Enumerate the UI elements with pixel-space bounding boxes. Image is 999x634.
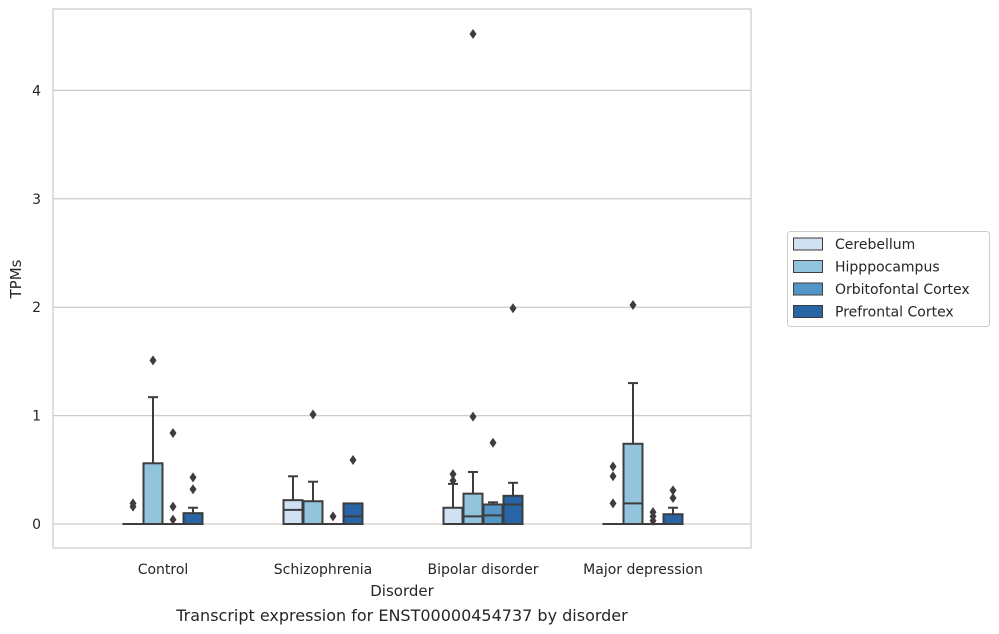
box-cerebellum	[602, 461, 624, 526]
box-body	[482, 503, 504, 526]
box-hipppocampus	[302, 409, 324, 525]
outlier-point	[489, 437, 497, 448]
box-orbitofontal-cortex	[162, 427, 184, 526]
outlier-point	[469, 411, 477, 422]
box-prefrontal-cortex	[182, 472, 204, 525]
box-prefrontal-cortex	[662, 485, 684, 526]
outlier-point	[189, 484, 197, 495]
outlier-point	[309, 409, 317, 420]
outlier-point	[149, 355, 157, 366]
outlier-point	[509, 303, 517, 314]
outlier-point	[189, 472, 197, 483]
figure-caption: Transcript expression for ENST0000045473…	[176, 606, 628, 625]
y-tick-label: 3	[32, 192, 41, 208]
legend-label: Prefrontal Cortex	[835, 305, 954, 321]
box-prefrontal-cortex	[342, 455, 364, 525]
y-tick-labels: 0 1 2 3 4	[32, 83, 41, 533]
box-orbitofontal-cortex	[482, 437, 504, 526]
x-tick-label: Control	[138, 562, 189, 578]
box-body	[442, 506, 464, 525]
legend-frame	[787, 231, 990, 327]
box-body	[462, 492, 484, 526]
legend-label: Hipppocampus	[835, 260, 940, 276]
box-cerebellum	[442, 469, 464, 525]
outlier-point	[609, 471, 617, 482]
legend-label: Orbitofontal Cortex	[835, 282, 970, 298]
box-body	[662, 513, 684, 526]
box-layer	[122, 29, 684, 526]
box-body	[342, 502, 364, 525]
legend: Cerebellum Hipppocampus Orbitofontal Corte…	[787, 231, 990, 327]
box-body	[622, 442, 644, 525]
plot-area-border	[52, 8, 752, 549]
outlier-point	[669, 492, 677, 503]
box-body	[182, 512, 204, 525]
legend-label: Cerebellum	[835, 237, 915, 253]
legend-swatch	[793, 282, 823, 296]
box-hipppocampus	[142, 355, 164, 525]
y-axis-label: TPMs	[7, 259, 25, 299]
y-tick-label: 1	[32, 409, 41, 425]
legend-swatch	[793, 237, 823, 251]
legend-swatch	[793, 260, 823, 273]
box-cerebellum	[282, 475, 304, 526]
box-orbitofontal-cortex	[642, 507, 664, 526]
box-body	[142, 462, 164, 525]
box-prefrontal-cortex	[502, 303, 524, 526]
x-tick-label: Major depression	[583, 562, 703, 578]
outlier-point	[349, 455, 357, 466]
outlier-point	[129, 498, 137, 509]
box-body	[302, 500, 324, 525]
outlier-point	[169, 501, 177, 512]
outlier-point	[629, 300, 637, 311]
outlier-point	[609, 498, 617, 509]
box-body	[282, 499, 304, 526]
box-orbitofontal-cortex	[322, 511, 344, 526]
box-hipppocampus	[462, 29, 484, 526]
x-tick-label: Schizophrenia	[274, 562, 372, 578]
grid-lines	[53, 89, 751, 525]
y-tick-label: 4	[32, 83, 41, 99]
box-body	[502, 494, 524, 526]
outlier-point	[449, 469, 457, 480]
legend-swatch	[793, 305, 823, 318]
x-axis-label: Disorder	[370, 582, 434, 600]
outlier-point	[649, 507, 657, 518]
outlier-point	[449, 475, 457, 486]
x-tick-labels: Control Schizophrenia Bipolar disorder Majo…	[138, 562, 703, 578]
x-tick-label: Bipolar disorder	[427, 562, 538, 578]
outlier-point	[329, 511, 337, 522]
y-tick-label: 2	[32, 300, 41, 316]
y-tick-label: 0	[32, 517, 41, 533]
outlier-point	[669, 485, 677, 496]
outlier-point	[469, 29, 477, 40]
box-cerebellum	[122, 498, 144, 526]
outlier-point	[169, 427, 177, 438]
box-hipppocampus	[622, 300, 644, 525]
outlier-point	[169, 514, 177, 525]
outlier-point	[609, 461, 617, 472]
